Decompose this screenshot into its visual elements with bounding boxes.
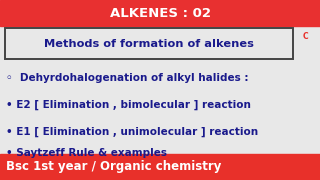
Bar bbox=[0, 154, 320, 180]
Bar bbox=[5, 28, 293, 59]
Text: ◦  Dehyrdohalogenation of alkyl halides :: ◦ Dehyrdohalogenation of alkyl halides : bbox=[6, 73, 248, 83]
Text: • Saytzeff Rule & examples: • Saytzeff Rule & examples bbox=[6, 148, 167, 158]
Text: • E2 [ Elimination , bimolecular ] reaction: • E2 [ Elimination , bimolecular ] react… bbox=[6, 100, 251, 111]
Text: ALKENES : 02: ALKENES : 02 bbox=[109, 7, 211, 20]
Bar bbox=[0, 0, 320, 26]
Text: C: C bbox=[303, 32, 308, 41]
Text: Methods of formation of alkenes: Methods of formation of alkenes bbox=[44, 39, 254, 49]
Text: • E1 [ Elimination , unimolecular ] reaction: • E1 [ Elimination , unimolecular ] reac… bbox=[6, 127, 258, 137]
Text: Bsc 1st year / Organic chemistry: Bsc 1st year / Organic chemistry bbox=[6, 160, 221, 173]
